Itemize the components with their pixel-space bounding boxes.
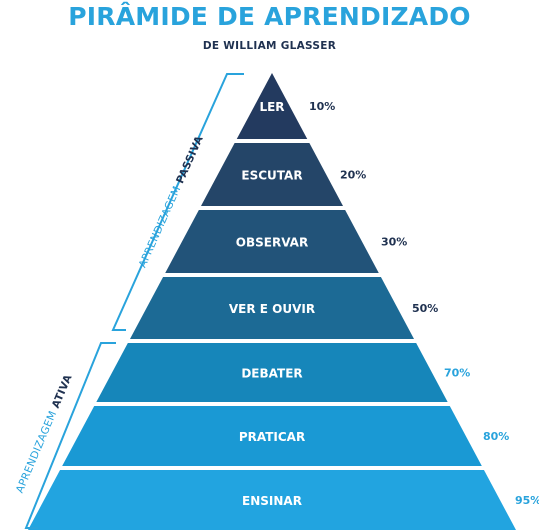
level-percent-ver-e-ouvir: 50%	[412, 302, 438, 315]
level-label-ler: LER	[259, 100, 284, 114]
pyramid-level-ensinar	[28, 470, 516, 530]
level-percent-ensinar: 95%	[515, 494, 539, 507]
pyramid-level-praticar	[62, 406, 482, 466]
pyramid-level-observar	[165, 210, 379, 273]
level-percent-ler: 10%	[309, 100, 335, 113]
level-percent-debater: 70%	[444, 367, 470, 380]
page-title: PIRÂMIDE DE APRENDIZADO	[68, 2, 471, 31]
pyramid-level-escutar	[200, 143, 344, 206]
active-group-word: ATIVA	[50, 372, 75, 410]
level-label-observar: OBSERVAR	[236, 236, 308, 250]
page-subtitle: DE WILLIAM GLASSER	[202, 40, 337, 52]
active-bracket	[24, 342, 116, 529]
level-label-escutar: ESCUTAR	[241, 169, 302, 183]
pyramid-level-ler	[236, 73, 308, 139]
level-percent-praticar: 80%	[483, 430, 509, 443]
level-label-debater: DEBATER	[241, 367, 302, 381]
level-label-praticar: PRATICAR	[239, 430, 305, 444]
level-percent-escutar: 20%	[340, 169, 366, 182]
active-group-prefix: APRENDIZAGEM	[14, 409, 59, 495]
pyramid-level-debater	[96, 343, 448, 402]
level-label-ver-e-ouvir: VER E OUVIR	[229, 302, 315, 316]
level-label-ensinar: ENSINAR	[242, 494, 302, 508]
pyramid-level-ver-e-ouvir	[129, 277, 415, 339]
passive-group-word: PASSIVA	[174, 133, 206, 185]
level-percent-observar: 30%	[381, 236, 407, 249]
passive-bracket	[111, 73, 244, 331]
